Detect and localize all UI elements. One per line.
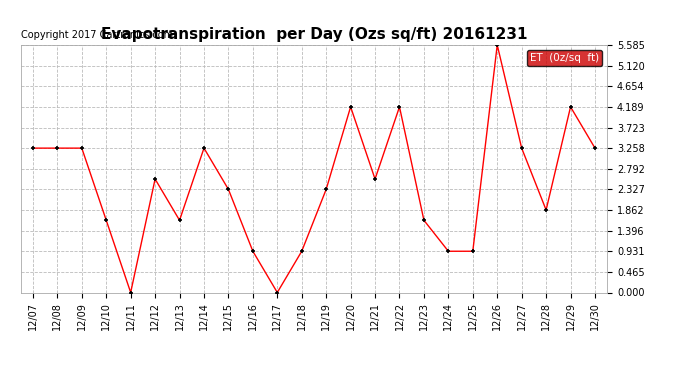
- Point: [418, 217, 429, 223]
- Point: [199, 145, 210, 151]
- Title: Evapotranspiration  per Day (Ozs sq/ft) 20161231: Evapotranspiration per Day (Ozs sq/ft) 2…: [101, 27, 527, 42]
- Point: [223, 186, 234, 192]
- Point: [174, 217, 185, 223]
- Point: [516, 145, 527, 151]
- Legend: ET  (0z/sq  ft): ET (0z/sq ft): [526, 50, 602, 66]
- Point: [321, 186, 332, 192]
- Point: [101, 217, 112, 223]
- Point: [296, 248, 307, 254]
- Point: [28, 145, 39, 151]
- Point: [492, 42, 503, 48]
- Point: [150, 176, 161, 182]
- Point: [52, 145, 63, 151]
- Point: [540, 207, 551, 213]
- Point: [272, 290, 283, 296]
- Point: [443, 248, 454, 254]
- Point: [77, 145, 88, 151]
- Point: [345, 104, 356, 110]
- Point: [247, 248, 258, 254]
- Point: [394, 104, 405, 110]
- Point: [589, 145, 600, 151]
- Text: Copyright 2017 Cartronics.com: Copyright 2017 Cartronics.com: [21, 30, 172, 40]
- Point: [565, 104, 576, 110]
- Point: [125, 290, 136, 296]
- Point: [370, 176, 381, 182]
- Point: [467, 248, 478, 254]
